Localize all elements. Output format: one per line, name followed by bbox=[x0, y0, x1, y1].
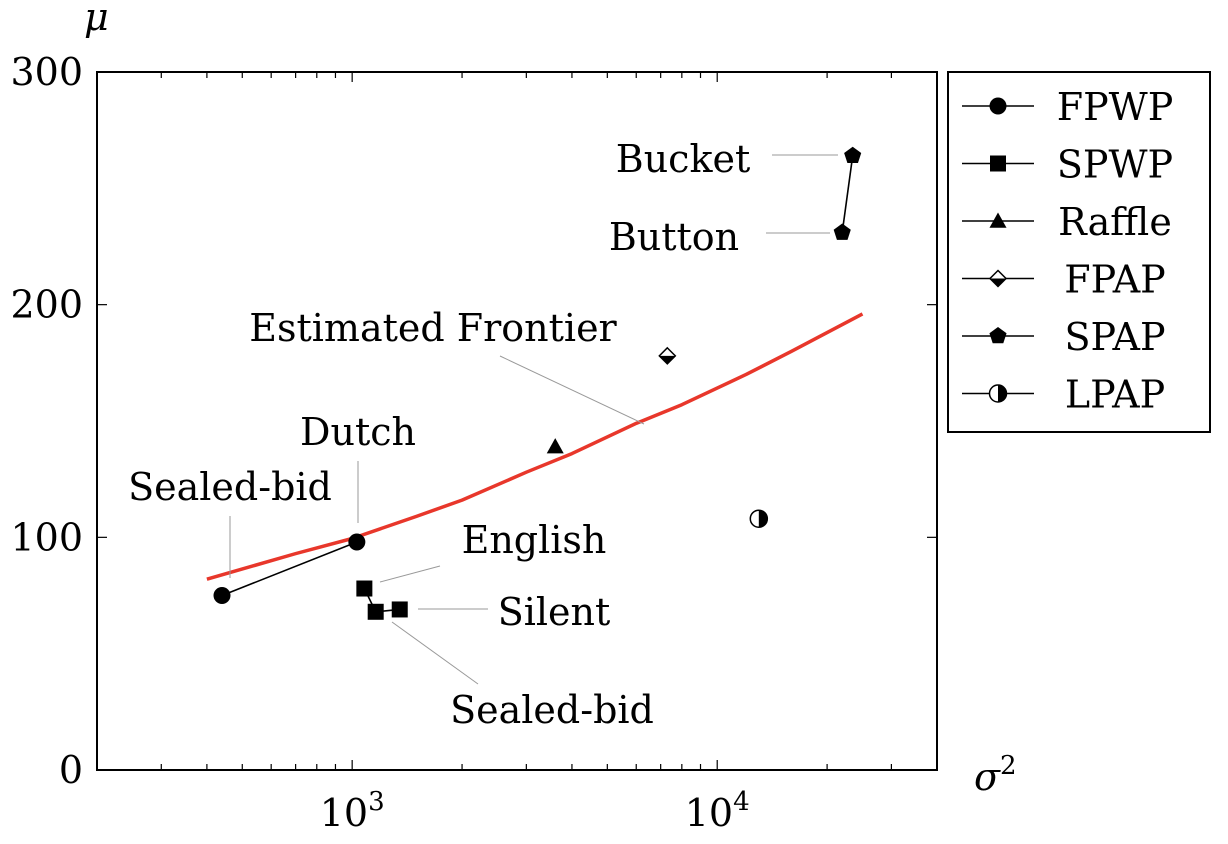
legend-marker-spap-shape bbox=[989, 327, 1007, 344]
annotation-label-5: Sealed-bid bbox=[450, 688, 654, 732]
legend-marker-raffle bbox=[989, 212, 1007, 228]
point-spap-2 bbox=[844, 146, 862, 164]
legend-marker-raffle-shape bbox=[989, 212, 1007, 228]
annotation-label-7: Button bbox=[609, 215, 739, 259]
x-axis-label-base: σ bbox=[974, 755, 1001, 799]
legend-marker-spwp-shape bbox=[990, 155, 1006, 172]
point-fpwp-2 bbox=[348, 533, 366, 551]
point-spwp-3 bbox=[391, 601, 408, 618]
annotation-label-3: English bbox=[462, 518, 607, 562]
annotations-layer: Sealed-bid Dutch English Silent Sealed-bid Bu… bbox=[128, 137, 838, 732]
annotation-label-6: Bucket bbox=[616, 137, 750, 181]
point-raffle-1 bbox=[546, 438, 564, 454]
point-spap-2-shape bbox=[844, 146, 862, 164]
legend-label-spwp: SPWP bbox=[1057, 143, 1173, 187]
x-tick-label-base: 10 bbox=[320, 791, 368, 835]
annotation-leader-5 bbox=[391, 621, 479, 685]
x-tick-label-10000: 104 bbox=[685, 787, 750, 835]
point-raffle-1-shape bbox=[546, 438, 564, 454]
point-fpap-1 bbox=[658, 346, 677, 365]
legend-marker-fpwp bbox=[989, 97, 1007, 115]
point-lpap-1 bbox=[749, 509, 769, 528]
legend-marker-fpap-fill bbox=[990, 278, 1006, 287]
annotation-label-8: Estimated Frontier bbox=[249, 306, 617, 350]
y-axis-label: μ bbox=[84, 0, 109, 39]
legend-label-spap: SPAP bbox=[1064, 315, 1165, 359]
point-spap-1-shape bbox=[833, 223, 851, 240]
legend-label-fpap: FPAP bbox=[1064, 258, 1165, 302]
y-tick-label-0: 0 bbox=[59, 748, 83, 792]
y-tick-label-200: 200 bbox=[10, 283, 83, 327]
annotation-leader-8 bbox=[499, 355, 645, 425]
legend-marker-spwp bbox=[990, 155, 1006, 172]
legend: FPWP SPWP Raffle FPAP SPAP LPAP bbox=[947, 71, 1211, 433]
legend-label-lpap: LPAP bbox=[1065, 373, 1165, 417]
legend-marker-spap bbox=[989, 327, 1007, 344]
legend-marker-lpap-fill bbox=[998, 385, 1007, 402]
series-line-spap bbox=[841, 155, 854, 233]
point-spap-1 bbox=[833, 223, 851, 240]
point-spwp-3-shape bbox=[391, 601, 408, 618]
x-axis-label: σ2 bbox=[974, 751, 1017, 799]
y-tick-label-300: 300 bbox=[10, 50, 83, 94]
point-spwp-1-shape bbox=[356, 580, 373, 597]
legend-label-raffle: Raffle bbox=[1058, 200, 1172, 244]
point-spwp-2-shape bbox=[367, 603, 384, 620]
point-fpwp-2-shape bbox=[348, 533, 366, 551]
annotation-label-2: Dutch bbox=[300, 410, 416, 454]
x-tick-label-exp: 4 bbox=[733, 787, 750, 817]
point-fpwp-1-shape bbox=[213, 587, 231, 604]
point-fpap-1-fill bbox=[659, 355, 676, 364]
legend-marker-fpwp-shape bbox=[989, 97, 1007, 115]
legend-marker-fpap bbox=[988, 269, 1008, 288]
x-tick-label-base: 10 bbox=[685, 791, 733, 835]
series-line-fpwp bbox=[221, 541, 358, 597]
x-axis-label-exp: 2 bbox=[1000, 751, 1017, 781]
legend-label-fpwp: FPWP bbox=[1057, 85, 1174, 129]
x-tick-label-1000: 103 bbox=[320, 787, 385, 835]
markers-layer bbox=[213, 146, 862, 620]
legend-frame bbox=[947, 71, 1211, 433]
point-spwp-2 bbox=[367, 603, 384, 620]
annotation-label-4: Silent bbox=[498, 590, 611, 634]
annotation-label-1: Sealed-bid bbox=[128, 465, 332, 509]
point-spwp-1 bbox=[356, 580, 373, 597]
y-tick-label-100: 100 bbox=[10, 515, 83, 559]
point-fpwp-1 bbox=[213, 587, 231, 604]
point-lpap-1-fill bbox=[758, 510, 768, 528]
legend-marker-lpap bbox=[988, 384, 1008, 403]
x-tick-label-exp: 3 bbox=[368, 787, 385, 817]
annotation-leader-3 bbox=[379, 565, 441, 583]
plot-frame bbox=[96, 71, 938, 771]
